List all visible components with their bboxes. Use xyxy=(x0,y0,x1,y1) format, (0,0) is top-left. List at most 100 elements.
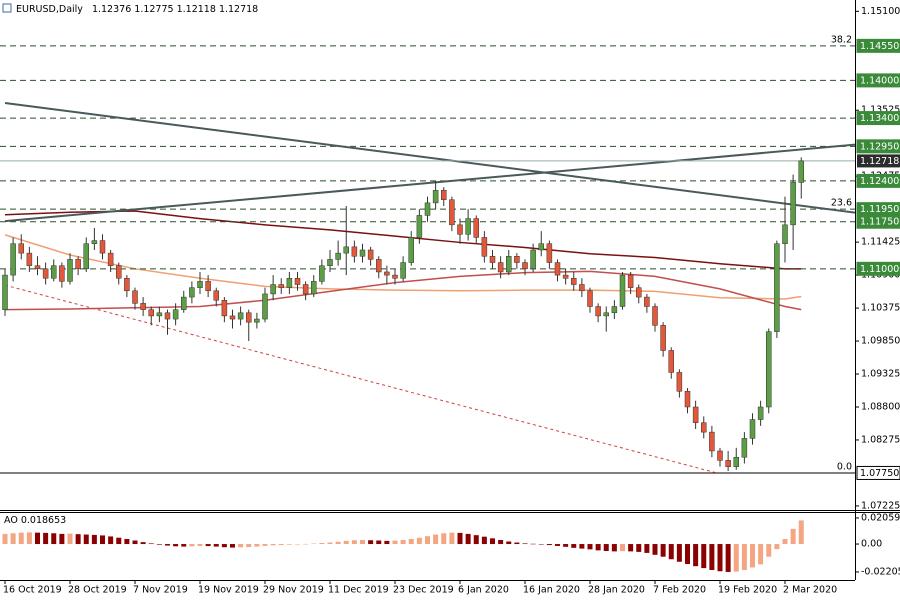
ao-bar xyxy=(620,544,625,552)
price-panel: 38.2 23.6 0.0 xyxy=(0,34,855,474)
ao-title: AO xyxy=(4,515,18,526)
ao-bar xyxy=(100,535,105,545)
ao-bar xyxy=(286,544,292,545)
candle-body xyxy=(75,259,81,270)
candle-body xyxy=(416,215,423,238)
candle-body xyxy=(156,312,163,317)
level-label: 1.11950 xyxy=(860,204,899,215)
ao-bar xyxy=(790,528,796,545)
y-tick-label: 1.10375 xyxy=(861,303,900,314)
candle-body xyxy=(83,243,89,270)
candle-body xyxy=(91,240,98,244)
level-label: 1.12950 xyxy=(860,141,899,152)
moving-average xyxy=(4,234,802,300)
y-tick-label: 1.08275 xyxy=(861,434,900,445)
ao-bar xyxy=(506,541,512,545)
ao-bar xyxy=(368,540,374,545)
level-box xyxy=(856,73,900,88)
ao-bar xyxy=(205,544,211,547)
candle-body xyxy=(798,160,804,183)
candle-body xyxy=(481,237,488,257)
candle-body xyxy=(99,240,106,254)
close: 1.12718 xyxy=(219,4,258,15)
fib-label: 23.6 xyxy=(831,198,852,209)
candle-body xyxy=(749,419,756,439)
ao-bar xyxy=(408,538,414,545)
ao-bar xyxy=(116,537,122,545)
y-tick-label: 1.07225 xyxy=(861,500,900,511)
level-label: 1.11000 xyxy=(860,264,899,275)
candle-body xyxy=(701,422,707,433)
candle-body xyxy=(42,268,49,279)
candle-body xyxy=(367,249,374,260)
candle-body xyxy=(774,243,780,332)
level-label: 1.13400 xyxy=(860,113,899,124)
ao-value: 0.018653 xyxy=(21,515,66,526)
ao-bar xyxy=(351,540,357,545)
ao-bar xyxy=(652,544,658,555)
ao-bar xyxy=(319,543,325,545)
ao-bar xyxy=(538,544,544,545)
ao-bar xyxy=(343,540,349,545)
ao-tick-label: 0.020592 xyxy=(861,512,900,523)
header: EURUSD,Daily 1.12376 1.12775 1.12118 1.1… xyxy=(2,3,258,526)
level-box xyxy=(856,173,900,188)
ao-bar xyxy=(636,544,642,552)
candle-body xyxy=(124,277,130,292)
ao-bar xyxy=(750,544,755,568)
candle-body xyxy=(116,265,122,279)
candle-body xyxy=(392,274,398,279)
level-label: 1.07750 xyxy=(860,468,899,479)
candle-body xyxy=(782,224,788,244)
ao-bar xyxy=(603,544,609,552)
candle-body xyxy=(497,262,504,273)
ao-bar xyxy=(563,544,569,547)
ao-bar xyxy=(26,532,32,545)
candle-body xyxy=(181,296,187,310)
candle-body xyxy=(741,438,748,458)
candle-body xyxy=(246,312,252,323)
level-box xyxy=(856,261,900,276)
candle-body xyxy=(595,306,601,317)
ao-bar xyxy=(449,532,455,545)
x-tick-label: 29 Nov 2019 xyxy=(263,585,324,596)
candle-body xyxy=(197,281,203,288)
ao-bar xyxy=(481,536,487,545)
x-tick-label: 7 Feb 2020 xyxy=(653,585,706,596)
candle-body xyxy=(51,265,57,279)
level-label: 1.11750 xyxy=(860,217,899,228)
candle-body xyxy=(457,224,463,235)
candle-body xyxy=(514,256,520,263)
x-tick-label: 16 Oct 2019 xyxy=(3,585,62,596)
x-tick-label: 7 Nov 2019 xyxy=(133,585,188,596)
candle-body xyxy=(59,265,65,282)
candle-body xyxy=(522,262,528,270)
candle-body xyxy=(441,190,447,200)
ao-bar xyxy=(327,542,333,545)
ao-bar xyxy=(555,544,560,546)
candle-body xyxy=(717,450,723,461)
ao-bar xyxy=(676,544,682,562)
candle-body xyxy=(766,331,772,408)
ao-bar xyxy=(360,539,365,545)
ao-bar xyxy=(611,544,617,552)
ao-bar xyxy=(741,544,747,570)
x-tick-label: 11 Dec 2019 xyxy=(328,585,389,596)
candle-body xyxy=(140,303,146,310)
candle-body xyxy=(205,281,211,292)
ao-bar xyxy=(392,540,398,545)
candle-body xyxy=(294,277,301,285)
candle-body xyxy=(709,431,715,452)
candle-body xyxy=(660,325,666,351)
ao-bar xyxy=(571,544,577,548)
open: 1.12376 xyxy=(92,4,131,15)
ao-bar xyxy=(213,544,219,547)
ao-bar xyxy=(758,544,764,565)
candle-body xyxy=(587,290,593,307)
candle-body xyxy=(34,265,41,270)
ao-bar xyxy=(10,533,16,545)
ao-bar xyxy=(668,544,674,560)
candle-body xyxy=(530,249,536,270)
ao-bar xyxy=(473,535,479,545)
ao-bar xyxy=(530,543,536,545)
